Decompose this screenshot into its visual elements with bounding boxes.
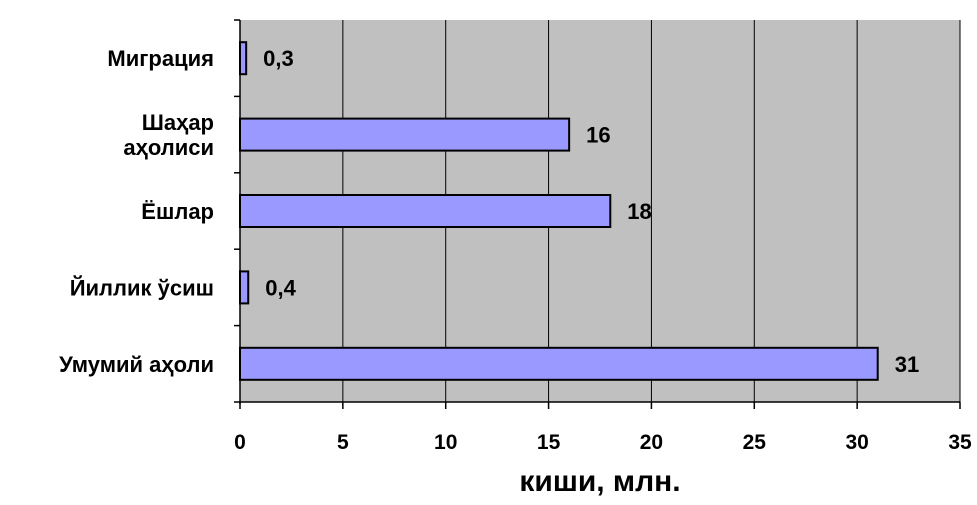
x-tick-label-10: 10 <box>434 431 457 454</box>
bars <box>239 41 879 381</box>
category-label-line: Умумий аҳоли <box>59 352 214 377</box>
x-tick-label-0: 0 <box>234 431 246 454</box>
category-label-line: Миграция <box>107 46 214 71</box>
x-tick-label-5: 5 <box>337 431 349 454</box>
data-label-1: 16 <box>586 123 610 148</box>
category-label-line: аҳолиси <box>123 135 214 160</box>
data-label-0: 0,3 <box>263 46 294 71</box>
x-tick-label-35: 35 <box>948 431 972 454</box>
x-tick-label-25: 25 <box>743 431 767 454</box>
category-label-line: Ёшлар <box>141 199 214 224</box>
x-tick-label-30: 30 <box>845 431 868 454</box>
data-label-2: 18 <box>627 199 651 224</box>
data-label-3: 0,4 <box>265 275 296 300</box>
category-label-line: Шаҳар <box>142 110 214 135</box>
x-axis-title: киши, млн. <box>519 465 680 498</box>
x-tick-label-20: 20 <box>640 431 663 454</box>
bar-3 <box>239 270 250 305</box>
bar-0 <box>239 41 248 76</box>
data-label-4: 31 <box>895 352 919 377</box>
category-label-1: Шаҳар аҳолиси <box>123 110 214 160</box>
category-label-4: Умумий аҳоли <box>59 352 214 377</box>
category-label-2: Ёшлар <box>141 199 214 224</box>
bar-2 <box>239 194 612 228</box>
x-tick-label-15: 15 <box>537 431 561 454</box>
category-label-line: Йиллик ўсиш <box>70 275 214 300</box>
bar-1 <box>239 117 571 152</box>
axes <box>234 19 961 409</box>
category-label-0: Миграция <box>107 46 214 71</box>
labels: 0,3 Миграция 16 Шаҳар аҳолиси 18 Ёшлар 0,4 Йилли… <box>59 46 972 454</box>
category-label-3: Йиллик ўсиш <box>70 275 214 300</box>
bar-4 <box>239 346 879 381</box>
